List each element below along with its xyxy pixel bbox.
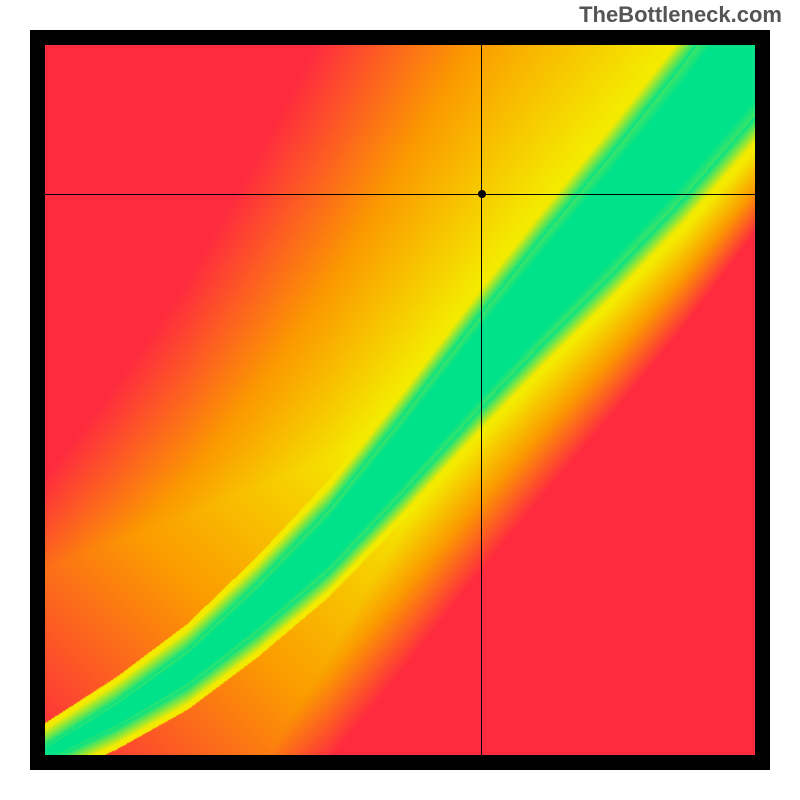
watermark-text: TheBottleneck.com xyxy=(579,2,782,28)
data-point-marker xyxy=(478,190,486,198)
crosshair-horizontal xyxy=(45,194,755,195)
heatmap-canvas xyxy=(45,45,755,755)
crosshair-vertical xyxy=(481,45,482,755)
heatmap-plot xyxy=(45,45,755,755)
